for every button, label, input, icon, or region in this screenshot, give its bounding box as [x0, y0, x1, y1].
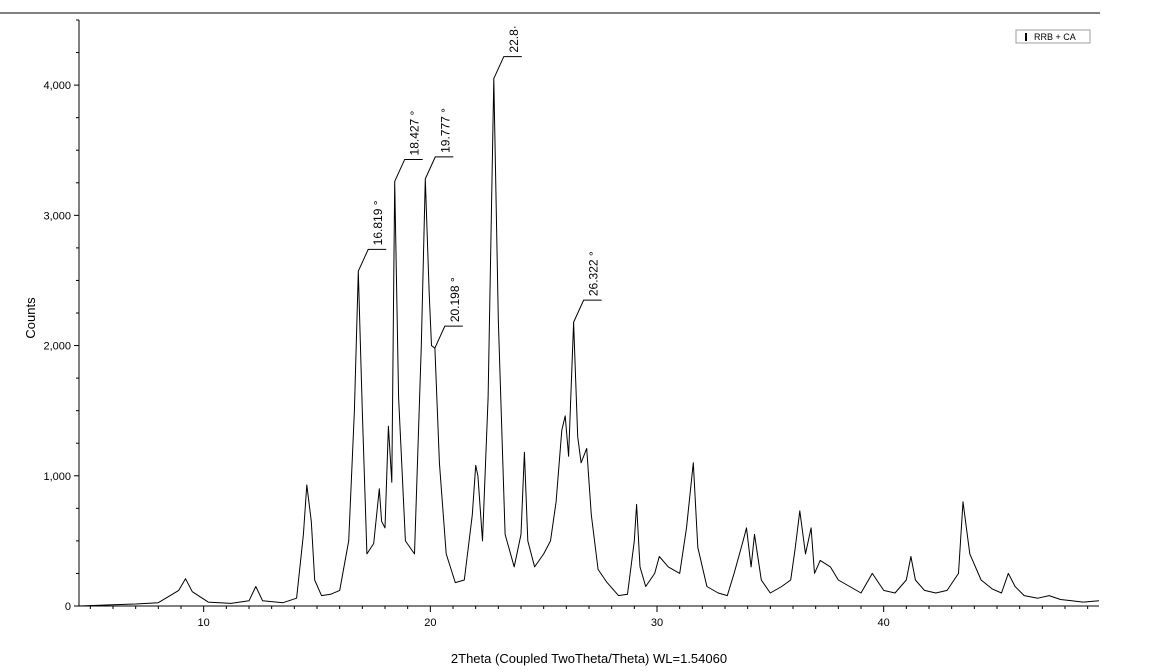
- peak-leader-line: [434, 325, 463, 349]
- peak-label: 18.427 °: [408, 110, 422, 155]
- peak-label: 19.777 °: [438, 108, 452, 153]
- x-tick-label: 30: [651, 617, 663, 629]
- peak-label: 20.198 °: [448, 277, 462, 322]
- y-tick-label: 4,000: [43, 80, 71, 92]
- y-tick-label: 2,000: [43, 341, 71, 353]
- plot-area: 0 1,000 2,000 3,000 4,000 10 20 30 40 16.819 ° 18.…: [43, 19, 1100, 629]
- y-tick-label: 1,000: [43, 471, 71, 483]
- diffraction-pattern-line: [78, 78, 1100, 607]
- legend-box: [1015, 29, 1091, 44]
- peak-leader-line: [424, 156, 454, 180]
- peak-label: 26.322 °: [587, 251, 601, 296]
- y-tick-label: 3,000: [43, 210, 71, 222]
- x-tick-label: 40: [878, 617, 890, 629]
- y-axis-title: Counts: [23, 297, 38, 339]
- x-tick-label: 20: [424, 617, 436, 629]
- peak-leader-line: [357, 248, 387, 272]
- peak-leader-line: [493, 56, 522, 79]
- legend-swatch: [1025, 33, 1027, 41]
- x-tick-label: 10: [198, 617, 210, 629]
- legend: RRB + CA: [1015, 29, 1091, 44]
- peak-label: 16.819 °: [371, 200, 385, 245]
- y-tick-label: 0: [65, 601, 71, 613]
- x-axis-title: 2Theta (Coupled TwoTheta/Theta) WL=1.540…: [451, 651, 727, 666]
- legend-label: RRB + CA: [1034, 32, 1076, 42]
- peak-label: 22.8·: [507, 25, 521, 52]
- peak-leader-line: [394, 158, 423, 182]
- peak-leader-line: [573, 299, 602, 323]
